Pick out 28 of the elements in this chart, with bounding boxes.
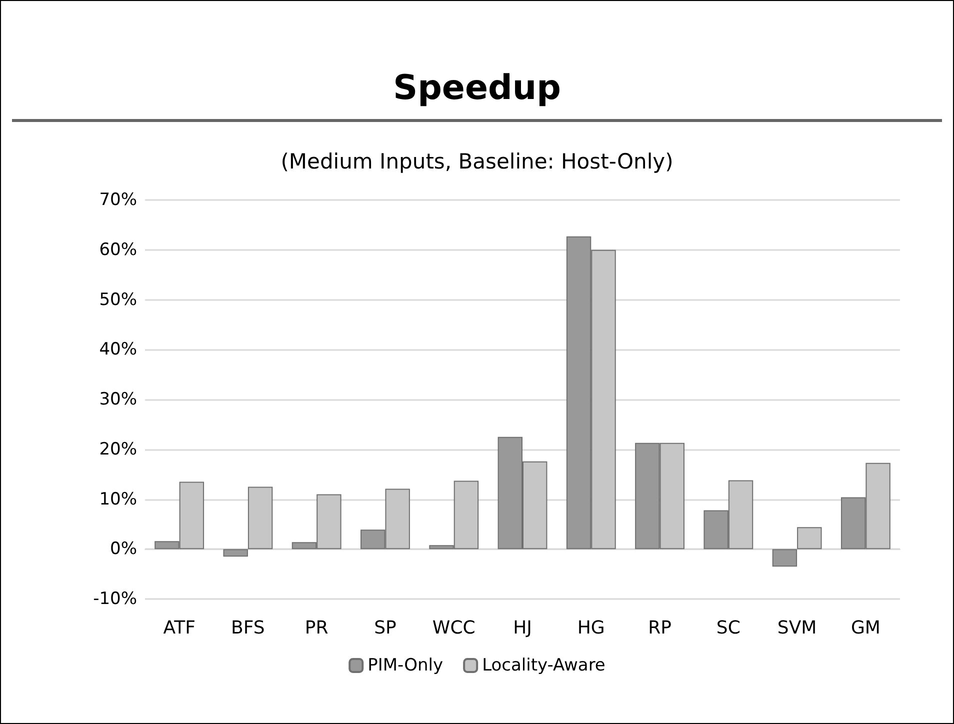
- y-tick-label: 50%: [99, 290, 137, 310]
- x-tick-label: PR: [304, 618, 328, 638]
- bar: [248, 486, 273, 550]
- x-tick-label: HG: [577, 618, 605, 638]
- x-tick-label: HJ: [513, 618, 532, 638]
- legend-label: Locality-Aware: [482, 656, 606, 676]
- x-tick-label: SC: [716, 618, 740, 638]
- x-tick-label: GM: [850, 618, 880, 638]
- chart-title: Speedup: [393, 68, 561, 108]
- chart-subtitle: (Medium Inputs, Baseline: Host-Only): [280, 150, 674, 174]
- bar: [223, 549, 248, 557]
- legend-label: PIM-Only: [368, 656, 444, 676]
- y-tick-label: 70%: [99, 190, 137, 210]
- y-tick-label: -10%: [93, 589, 137, 609]
- x-tick-label: SP: [374, 618, 397, 638]
- y-tick-label: 10%: [99, 489, 137, 510]
- y-tick-label: 40%: [99, 340, 137, 360]
- y-tick-label: 60%: [99, 240, 137, 260]
- y-tick-label: 30%: [99, 390, 137, 410]
- x-tick-label: WCC: [432, 618, 476, 638]
- x-tick-label: RP: [648, 618, 672, 638]
- x-tick-label: SVM: [777, 618, 817, 638]
- y-tick-label: 20%: [99, 439, 137, 460]
- x-tick-label: ATF: [163, 618, 196, 638]
- bar: [772, 549, 798, 567]
- x-tick-label: BFS: [231, 618, 265, 638]
- y-tick-label: 0%: [110, 539, 137, 560]
- bar: [797, 527, 822, 550]
